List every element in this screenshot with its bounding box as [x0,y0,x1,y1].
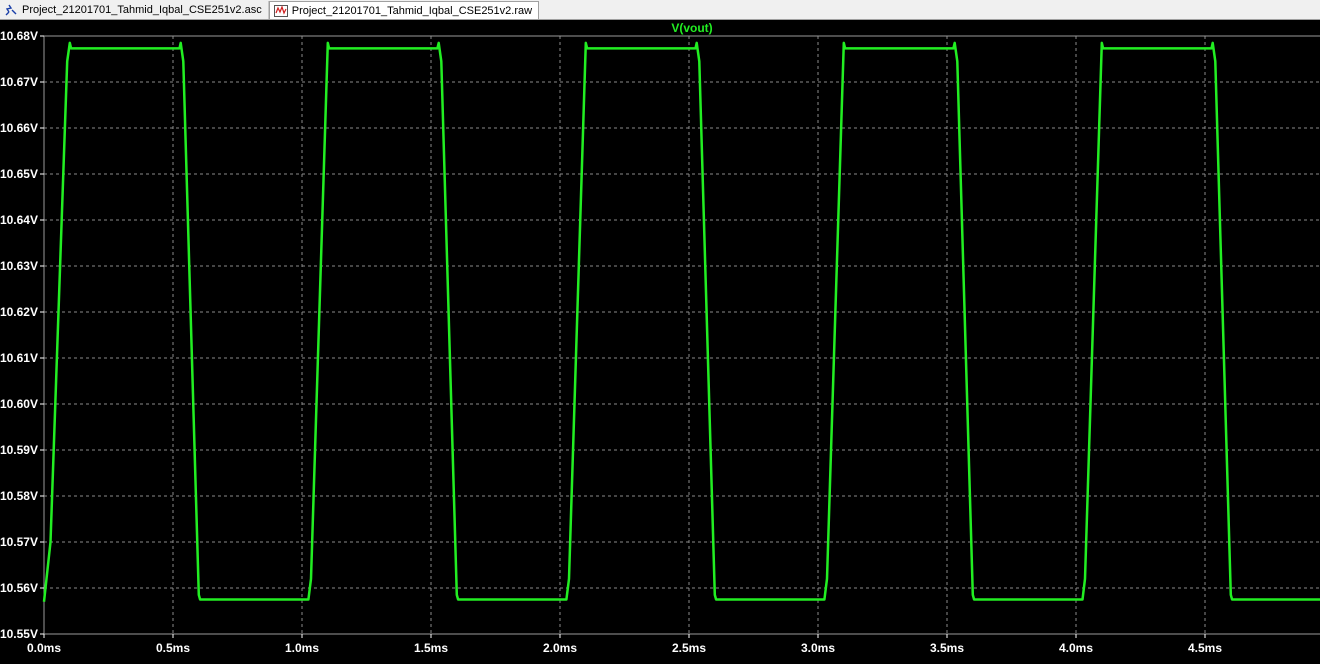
x-tick-label: 4.0ms [1059,641,1093,655]
x-tick-label: 4.5ms [1188,641,1222,655]
y-tick-label: 10.55V [0,627,38,641]
x-tick-label: 1.0ms [285,641,319,655]
y-tick-label: 10.59V [0,443,38,457]
waveform-icon [273,4,288,18]
trace-title[interactable]: V(vout) [671,21,712,35]
y-tick-label: 10.65V [0,167,38,181]
y-tick-label: 10.60V [0,397,38,411]
y-tick-label: 10.68V [0,29,38,43]
y-axis-ticks: 10.68V 10.67V 10.66V 10.65V 10.64V 10.63V 10.6… [0,29,44,641]
x-tick-label: 2.0ms [543,641,577,655]
x-tick-label: 3.5ms [930,641,964,655]
tab-schematic-label: Project_21201701_Tahmid_Iqbal_CSE251v2.a… [22,4,262,16]
y-tick-label: 10.61V [0,351,38,365]
trace-vout[interactable] [42,41,1320,602]
y-tick-label: 10.62V [0,305,38,319]
x-tick-label: 0.0ms [27,641,61,655]
document-tab-bar: Project_21201701_Tahmid_Iqbal_CSE251v2.a… [0,0,1320,20]
y-tick-label: 10.66V [0,121,38,135]
x-tick-label: 3.0ms [801,641,835,655]
plot-area-border [43,35,1320,635]
tab-schematic[interactable]: Project_21201701_Tahmid_Iqbal_CSE251v2.a… [0,1,269,19]
waveform-plot[interactable]: V(vout) 10.68V10.67V10.66V10.65V10.64V10… [0,20,1320,664]
y-tick-label: 10.57V [0,535,38,549]
y-tick-label: 10.56V [0,581,38,595]
tab-waveform-label: Project_21201701_Tahmid_Iqbal_CSE251v2.r… [291,4,533,17]
y-tick-label: 10.58V [0,489,38,503]
y-tick-label: 10.64V [0,213,38,227]
waveform-viewer[interactable]: V(vout) 10.68V 10.67V 10.66V 10.65V 10.64V 10… [0,20,1320,664]
y-tick-label: 10.63V [0,259,38,273]
x-tick-label: 2.5ms [672,641,706,655]
schematic-icon [4,3,18,17]
tab-waveform[interactable]: Project_21201701_Tahmid_Iqbal_CSE251v2.r… [268,1,540,19]
grid-lines [44,35,1320,635]
x-axis-ticks: 0.0ms 0.5ms 1.0ms 1.5ms 2.0ms 2.5ms 3.0ms 3.5ms… [27,634,1222,655]
trace-layer [42,41,1320,602]
x-tick-label: 0.5ms [156,641,190,655]
x-tick-label: 1.5ms [414,641,448,655]
y-tick-label: 10.67V [0,75,38,89]
